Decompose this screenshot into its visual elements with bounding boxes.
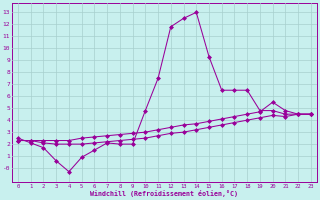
X-axis label: Windchill (Refroidissement éolien,°C): Windchill (Refroidissement éolien,°C) — [91, 190, 238, 197]
